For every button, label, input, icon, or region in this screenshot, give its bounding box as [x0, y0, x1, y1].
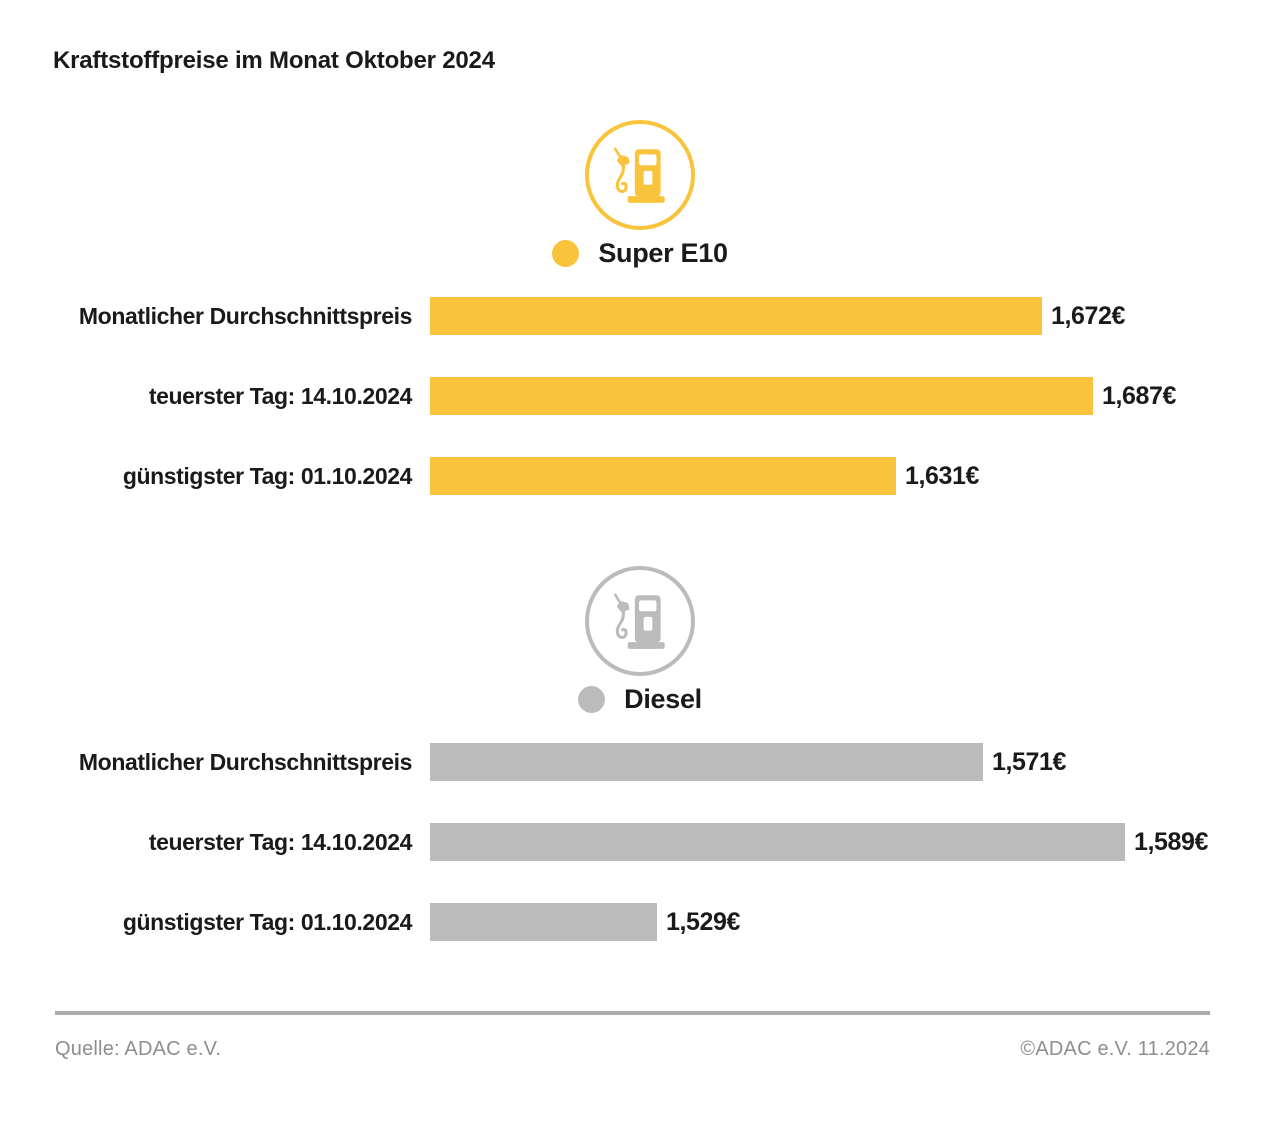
bar-value: 1,631€ [905, 461, 980, 490]
fuel-pump-icon [613, 593, 665, 649]
bar-label: günstigster Tag: 01.10.2024 [122, 908, 413, 935]
bar-label: teuerster Tag: 14.10.2024 [148, 828, 413, 855]
bar [430, 743, 983, 781]
bar [430, 377, 1093, 415]
legend-dot [578, 686, 606, 713]
bar [430, 903, 657, 941]
bar [430, 457, 896, 495]
bar-value: 1,571€ [992, 747, 1067, 776]
fuel-group-diesel: Diesel Monatlicher Durchschnittspreis 1,… [0, 566, 1280, 946]
bar [430, 823, 1125, 861]
page-title: Kraftstoffpreise im Monat Oktober 2024 [53, 47, 495, 74]
bar-row: teuerster Tag: 14.10.2024 1,589€ [0, 823, 1280, 861]
fuel-pump-badge [0, 566, 1280, 676]
bar-value: 1,529€ [666, 907, 741, 936]
bar-row: Monatlicher Durchschnittspreis 1,571€ [0, 743, 1280, 781]
bar-label: günstigster Tag: 01.10.2024 [122, 462, 413, 489]
bar-label: Monatlicher Durchschnittspreis [78, 748, 412, 775]
legend-label: Diesel [624, 684, 702, 714]
footer: Quelle: ADAC e.V. ©ADAC e.V. 11.2024 [55, 1038, 1210, 1061]
fuel-pump-circle [585, 120, 695, 230]
bar-row: günstigster Tag: 01.10.2024 1,631€ [0, 457, 1280, 495]
footer-divider [55, 1011, 1210, 1015]
bar-value: 1,687€ [1102, 381, 1177, 410]
legend-dot [552, 240, 580, 267]
source-credit: Quelle: ADAC e.V. [55, 1038, 222, 1060]
bar-row: günstigster Tag: 01.10.2024 1,529€ [0, 903, 1280, 941]
bar-value: 1,672€ [1051, 301, 1126, 330]
bar-row: teuerster Tag: 14.10.2024 1,687€ [0, 377, 1280, 415]
copyright-notice: ©ADAC e.V. 11.2024 [1020, 1038, 1210, 1060]
legend-label: Super E10 [598, 238, 728, 268]
bar-label: Monatlicher Durchschnittspreis [78, 302, 412, 329]
fuel-pump-icon [613, 147, 665, 203]
legend: Diesel [0, 684, 1280, 715]
fuel-group-super-e10: Super E10 Monatlicher Durchschnittspreis… [0, 120, 1280, 500]
fuel-pump-badge [0, 120, 1280, 230]
bar [430, 297, 1042, 335]
bar-label: teuerster Tag: 14.10.2024 [148, 382, 413, 409]
fuel-pump-circle [585, 566, 695, 676]
bar-row: Monatlicher Durchschnittspreis 1,672€ [0, 297, 1280, 335]
bar-value: 1,589€ [1134, 827, 1209, 856]
legend: Super E10 [0, 238, 1280, 269]
